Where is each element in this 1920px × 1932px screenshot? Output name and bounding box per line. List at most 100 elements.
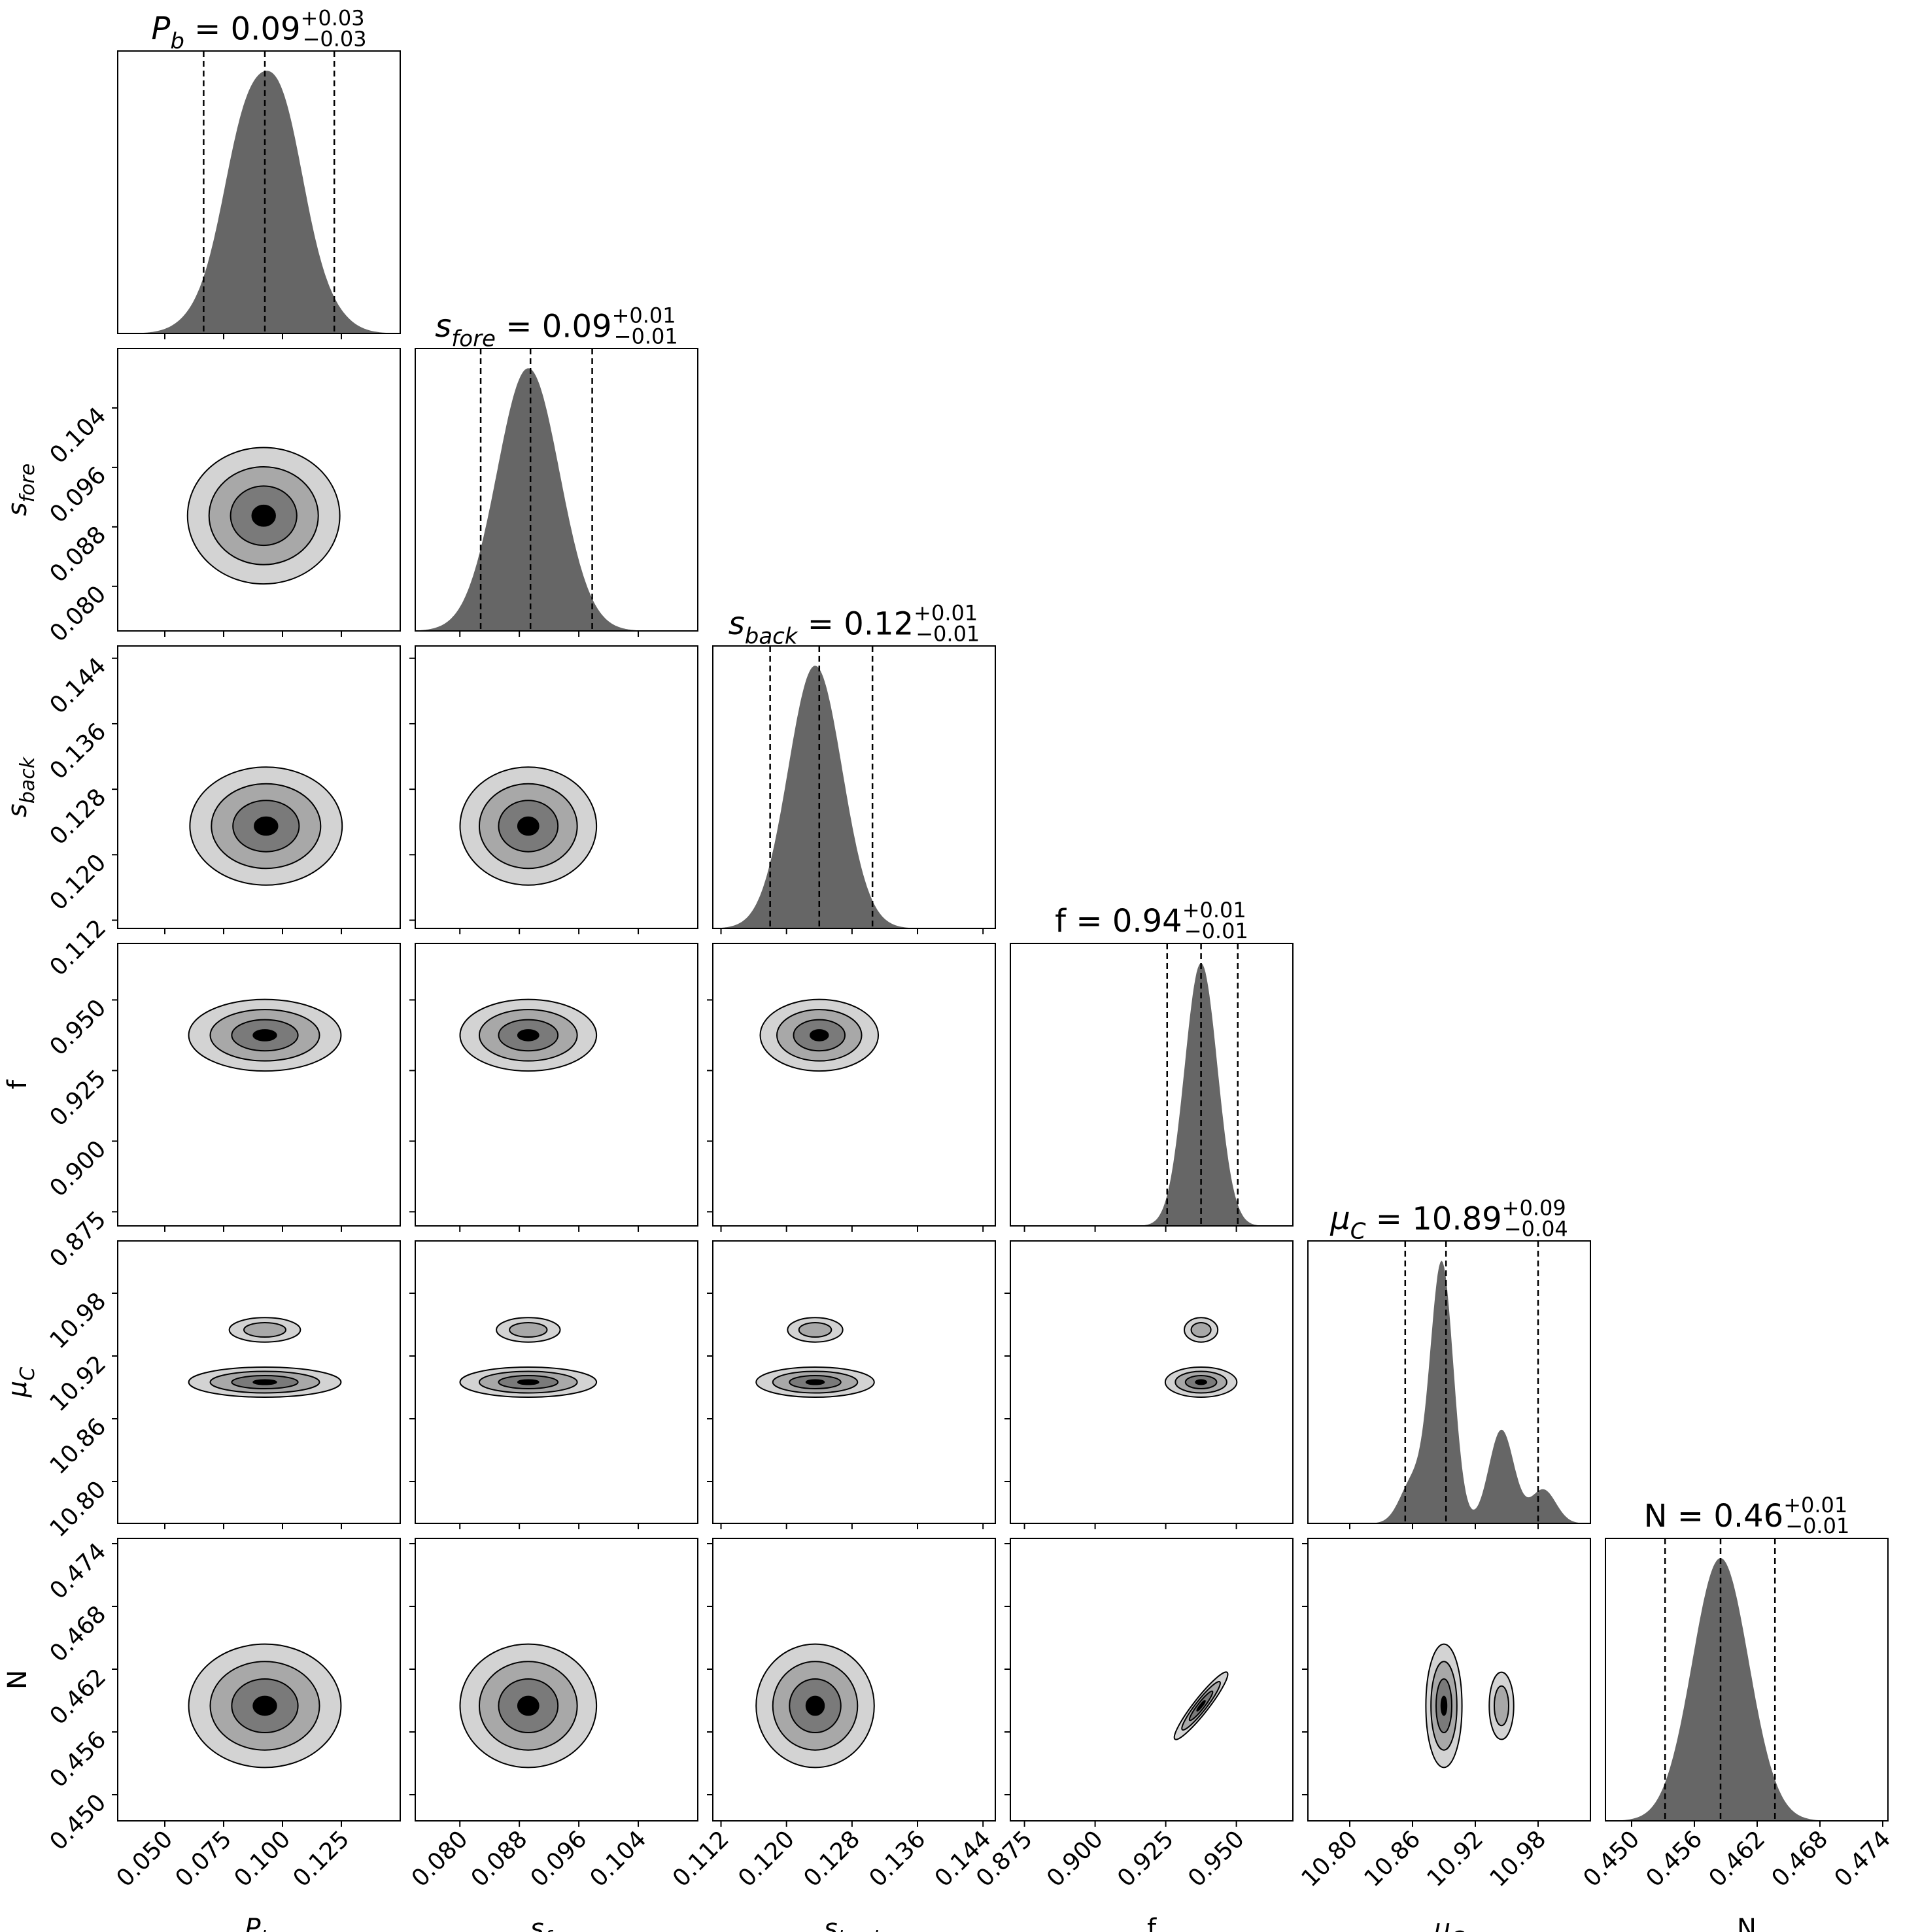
xtick-label-N-4: 0.474 <box>1829 1825 1896 1892</box>
xtick-label-N-3: 0.468 <box>1766 1825 1833 1892</box>
title-sback: sback = 0.12+0.01 −0.01 <box>729 600 980 649</box>
xtick-label-N-2: 0.462 <box>1704 1825 1770 1892</box>
label-sub: C <box>1450 1927 1464 1932</box>
label-base: s <box>435 308 451 345</box>
ytick-label-sback-0: 0.112 <box>44 915 111 981</box>
panel-3-2 <box>707 943 996 1232</box>
panel-frame-3-3 <box>1010 943 1294 1227</box>
ytick-label-N-0: 0.450 <box>44 1789 111 1856</box>
title-err-minus: −0.01 <box>1785 1514 1849 1538</box>
xlabel-muC: μC <box>1433 1914 1464 1932</box>
xtick-label-sback-3: 0.136 <box>865 1825 931 1892</box>
label-base: s <box>3 804 33 817</box>
xtick-label-sfore-1: 0.088 <box>466 1825 533 1892</box>
ytick-label-sfore-1: 0.088 <box>44 521 111 588</box>
title-sfore: sfore = 0.09+0.01 −0.01 <box>435 303 677 352</box>
panel-frame-1-0 <box>117 348 401 632</box>
ytick-label-muC-1: 10.86 <box>44 1413 111 1480</box>
xlabel-sback: sback <box>824 1914 885 1932</box>
contour-5,4-level-3 <box>1440 1695 1448 1716</box>
ytick-label-sback-3: 0.136 <box>44 718 111 785</box>
xtick-label-Pb-1: 0.075 <box>170 1825 237 1892</box>
contour-5,0-level-3 <box>252 1695 277 1716</box>
ylabel-muC: μC <box>3 1367 39 1398</box>
ytick-label-muC-3: 10.98 <box>44 1287 111 1354</box>
panel-frame-4-1 <box>415 1240 698 1524</box>
contour-5,2-level-3 <box>805 1695 825 1716</box>
ytick-label-sback-2: 0.128 <box>44 784 111 851</box>
panel-frame-5-2 <box>712 1538 996 1822</box>
label-base: f <box>1055 903 1067 940</box>
panel-frame-4-0 <box>117 1240 401 1524</box>
xlabel-Pb: Pb <box>245 1914 273 1932</box>
title-err-plus: +0.01 <box>1182 898 1246 923</box>
panel-frame-0-0 <box>117 50 401 334</box>
ylabel-N: N <box>3 1670 33 1689</box>
label-sub: b <box>170 28 184 54</box>
xtick-label-Pb-3: 0.125 <box>288 1825 354 1892</box>
histogram-muC <box>1308 1261 1590 1523</box>
title-muC: μC = 10.89+0.09 −0.04 <box>1329 1195 1568 1244</box>
title-value: = 10.89 <box>1366 1200 1502 1237</box>
xtick-label-N-0: 0.450 <box>1578 1825 1645 1892</box>
panel-2-1 <box>409 645 698 934</box>
label-base: f <box>3 1079 33 1089</box>
xtick-label-muC-2: 10.92 <box>1422 1825 1488 1892</box>
contour-4,0-secondary-1 <box>243 1322 286 1338</box>
label-sub: fore <box>544 1927 583 1932</box>
contour-4,1-level-3 <box>517 1379 540 1385</box>
panel-frame-4-3 <box>1010 1240 1294 1524</box>
histogram-f <box>1010 963 1293 1226</box>
xtick-label-sback-0: 0.112 <box>668 1825 734 1892</box>
histogram-sfore <box>415 368 698 631</box>
panel-frame-5-4 <box>1307 1538 1591 1822</box>
ytick-label-N-3: 0.468 <box>44 1601 111 1667</box>
ytick-label-N-1: 0.456 <box>44 1726 111 1793</box>
panel-5-3: 0.875 0.900 0.925 0.950 <box>971 1538 1294 1892</box>
panel-frame-5-3 <box>1010 1538 1294 1822</box>
label-sub: C <box>1350 1218 1366 1244</box>
xlabel-N: N <box>1737 1914 1757 1932</box>
label-sub: back <box>745 623 798 649</box>
title-err-minus: −0.01 <box>1184 919 1248 943</box>
ytick-label-f-0: 0.875 <box>44 1206 111 1273</box>
panel-0-0 <box>117 50 401 339</box>
panel-3-1 <box>409 943 698 1232</box>
title-err-minus: −0.01 <box>916 621 980 646</box>
ytick-label-f-3: 0.950 <box>44 994 111 1061</box>
xtick-label-sfore-2: 0.096 <box>526 1825 592 1892</box>
panel-frame-2-1 <box>415 645 698 929</box>
title-f: f = 0.94+0.01 −0.01 <box>1055 898 1248 943</box>
label-sub: fore <box>16 464 39 503</box>
panel-3-3 <box>1010 943 1294 1232</box>
label-sub: C <box>16 1367 39 1381</box>
xtick-label-muC-0: 10.80 <box>1296 1825 1363 1892</box>
label-sub: b <box>261 1927 273 1932</box>
contour-2,0-level-3 <box>254 816 279 836</box>
histogram-Pb <box>118 71 400 333</box>
title-err-plus: +0.03 <box>301 5 365 30</box>
title-err-minus: −0.04 <box>1504 1216 1568 1241</box>
contour-4,2-secondary-1 <box>798 1322 832 1338</box>
panel-frame-4-2 <box>712 1240 996 1524</box>
ytick-label-f-1: 0.900 <box>44 1136 111 1202</box>
title-Pb: Pb = 0.09+0.03 −0.03 <box>151 5 366 54</box>
ytick-label-muC-2: 10.92 <box>44 1350 111 1417</box>
title-value: = 0.46 <box>1668 1498 1784 1534</box>
panel-2-2 <box>712 645 996 934</box>
ylabel-sfore: sfore <box>3 464 39 517</box>
title-N: N = 0.46+0.01 −0.01 <box>1644 1493 1850 1538</box>
label-base: P <box>151 10 170 47</box>
xtick-label-f-2: 0.925 <box>1112 1825 1179 1892</box>
ytick-label-sback-4: 0.144 <box>44 652 111 719</box>
panel-4-1 <box>409 1240 698 1529</box>
label-base: μ <box>1433 1914 1450 1932</box>
xtick-label-sback-1: 0.120 <box>733 1825 800 1892</box>
